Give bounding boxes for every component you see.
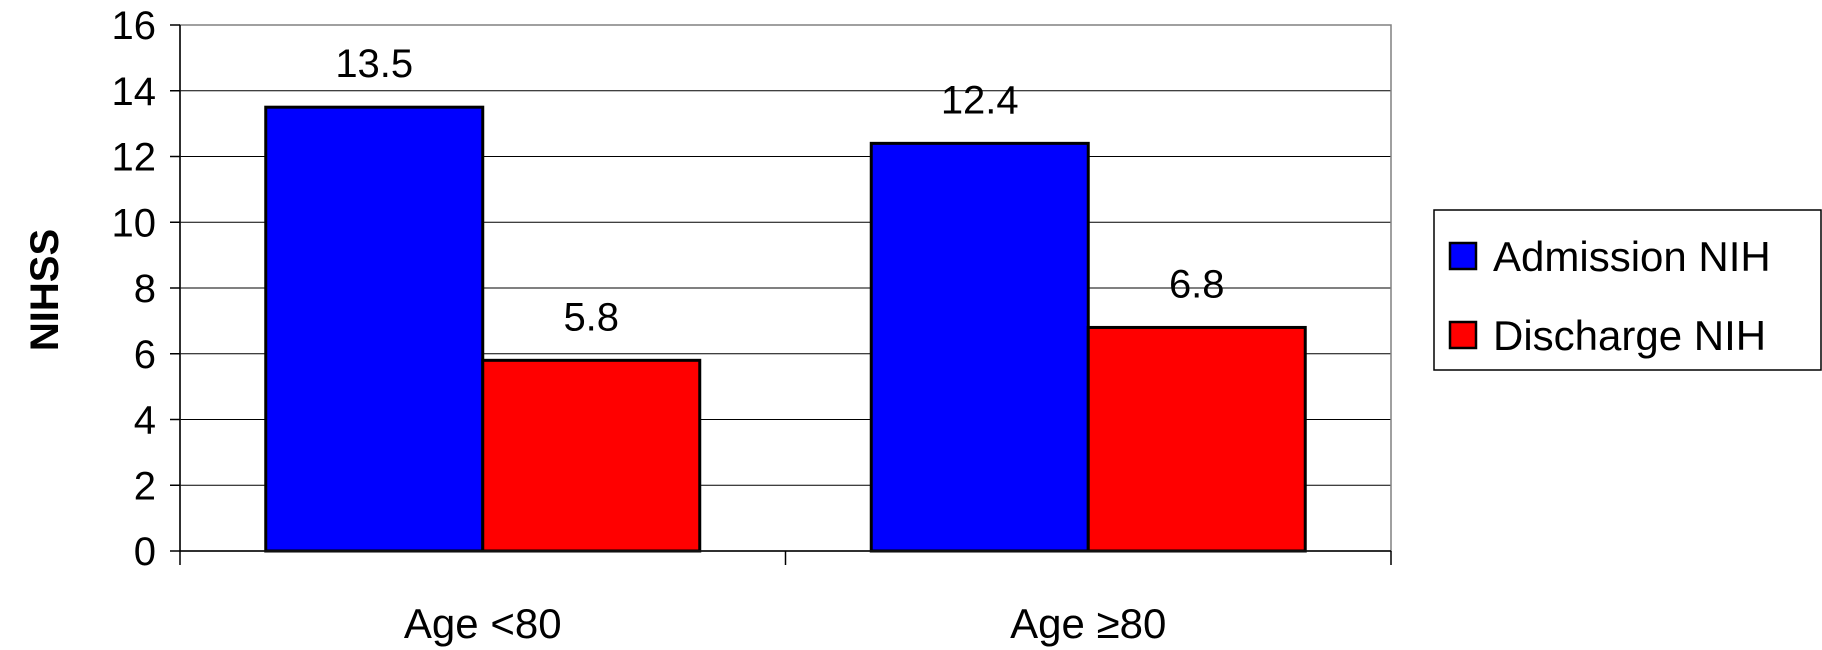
y-tick-labels: 0 2 4 6 8 10 12 14 16 — [112, 4, 157, 574]
x-tick-labels: Age <80 Age ≥80 — [404, 600, 1166, 647]
legend-label: Discharge NIH — [1493, 312, 1766, 359]
legend: Admission NIH Discharge NIH — [1433, 209, 1822, 371]
bar-discharge-nih-1 — [481, 358, 702, 553]
y-tick-label: 10 — [112, 201, 157, 245]
bars — [264, 105, 1307, 553]
legend-swatch — [1448, 241, 1478, 271]
y-tick-label: 2 — [134, 464, 156, 508]
data-label: 6.8 — [1169, 262, 1225, 306]
bar-admission-nih-2 — [869, 141, 1090, 553]
data-label: 12.4 — [941, 78, 1019, 122]
y-tick-label: 12 — [112, 136, 157, 180]
legend-label: Admission NIH — [1493, 233, 1771, 280]
x-tick-label: Age ≥80 — [1010, 600, 1166, 647]
y-tick-label: 14 — [112, 70, 157, 114]
legend-box — [1433, 209, 1822, 371]
bar-discharge-nih-2 — [1086, 325, 1307, 553]
value-labels: 13.5 5.8 12.4 6.8 — [335, 42, 1224, 339]
y-tick-label: 4 — [134, 399, 156, 443]
x-tick-label: Age <80 — [404, 600, 562, 647]
data-label: 13.5 — [335, 42, 413, 86]
bar-admission-nih-1 — [264, 105, 485, 553]
y-tick-label: 8 — [134, 267, 156, 311]
y-tick-label: 16 — [112, 4, 157, 48]
legend-swatch — [1448, 320, 1478, 350]
y-tick-label: 0 — [134, 530, 156, 574]
data-label: 5.8 — [563, 295, 619, 339]
y-axis-label: NIHSS — [23, 229, 67, 351]
y-tick-label: 6 — [134, 333, 156, 377]
axes — [170, 24, 1392, 565]
